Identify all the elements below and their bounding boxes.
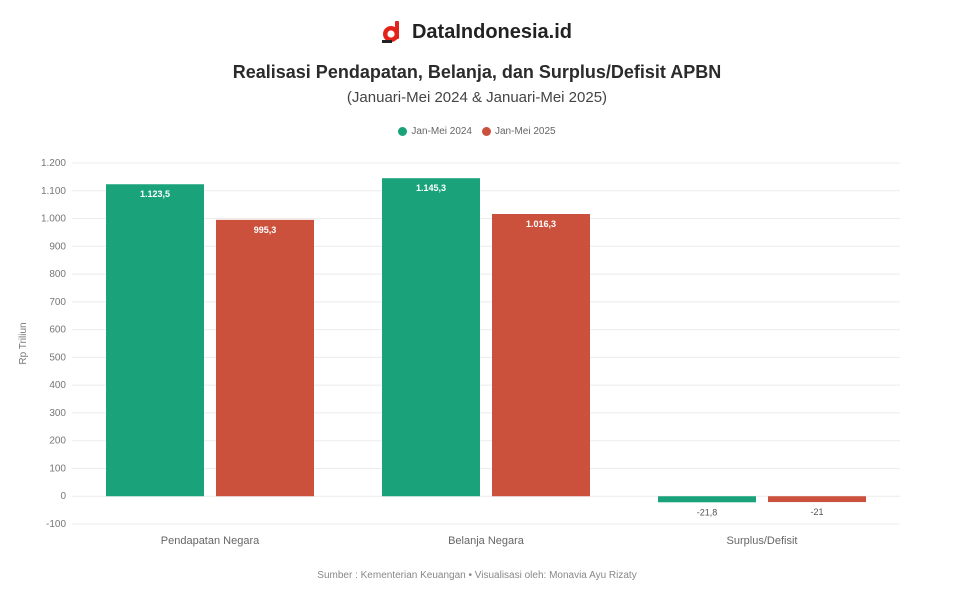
y-tick-label: 900 bbox=[49, 241, 66, 252]
data-label: -21 bbox=[810, 507, 823, 517]
y-tick-label: 600 bbox=[49, 325, 66, 336]
legend-label-2024: Jan-Mei 2024 bbox=[411, 126, 472, 137]
y-tick-label: 1.200 bbox=[41, 158, 66, 169]
y-tick-label: 700 bbox=[49, 297, 66, 308]
legend-swatch-2025 bbox=[482, 127, 491, 136]
x-tick-label: Pendapatan Negara bbox=[161, 535, 260, 547]
source-note: Sumber : Kementerian Keuangan • Visualis… bbox=[317, 570, 637, 581]
chart-legend: Jan-Mei 2024 Jan-Mei 2025 bbox=[0, 126, 954, 137]
bar bbox=[658, 496, 756, 503]
y-tick-label: 800 bbox=[49, 269, 66, 280]
legend-item-2025[interactable]: Jan-Mei 2025 bbox=[482, 126, 556, 137]
bar bbox=[382, 178, 480, 497]
dataindonesia-logo-icon bbox=[381, 21, 399, 43]
data-label: 1.145,3 bbox=[416, 183, 446, 193]
y-tick-label: 300 bbox=[49, 408, 66, 419]
y-tick-label: 1.100 bbox=[41, 186, 66, 197]
bar bbox=[106, 184, 204, 497]
data-label: -21,8 bbox=[697, 507, 718, 517]
x-tick-label: Belanja Negara bbox=[448, 535, 525, 547]
data-label: 1.123,5 bbox=[140, 189, 170, 199]
x-tick-label: Surplus/Defisit bbox=[727, 535, 798, 547]
bar bbox=[216, 219, 314, 497]
brand-header: DataIndonesia.id bbox=[0, 20, 954, 44]
y-tick-label: 200 bbox=[49, 436, 66, 447]
brand-name: DataIndonesia.id bbox=[411, 20, 573, 43]
legend-item-2024[interactable]: Jan-Mei 2024 bbox=[398, 126, 472, 137]
chart-title: Realisasi Pendapatan, Belanja, dan Surpl… bbox=[232, 62, 722, 82]
data-label: 995,3 bbox=[254, 225, 277, 235]
y-tick-label: 500 bbox=[49, 352, 66, 363]
y-tick-label: -100 bbox=[46, 519, 66, 530]
chart-subtitle: (Januari-Mei 2024 & Januari-Mei 2025) bbox=[346, 89, 608, 106]
bar bbox=[492, 214, 590, 497]
bar bbox=[768, 496, 866, 503]
legend-label-2025: Jan-Mei 2025 bbox=[495, 126, 556, 137]
legend-swatch-2024 bbox=[398, 127, 408, 136]
data-label: 1.016,3 bbox=[526, 219, 556, 229]
y-tick-label: 1.000 bbox=[41, 214, 66, 225]
y-tick-label: 0 bbox=[60, 491, 66, 502]
y-tick-label: 100 bbox=[49, 463, 66, 474]
y-axis-label: Rp Triliun bbox=[18, 322, 29, 364]
y-tick-label: 400 bbox=[49, 380, 66, 391]
